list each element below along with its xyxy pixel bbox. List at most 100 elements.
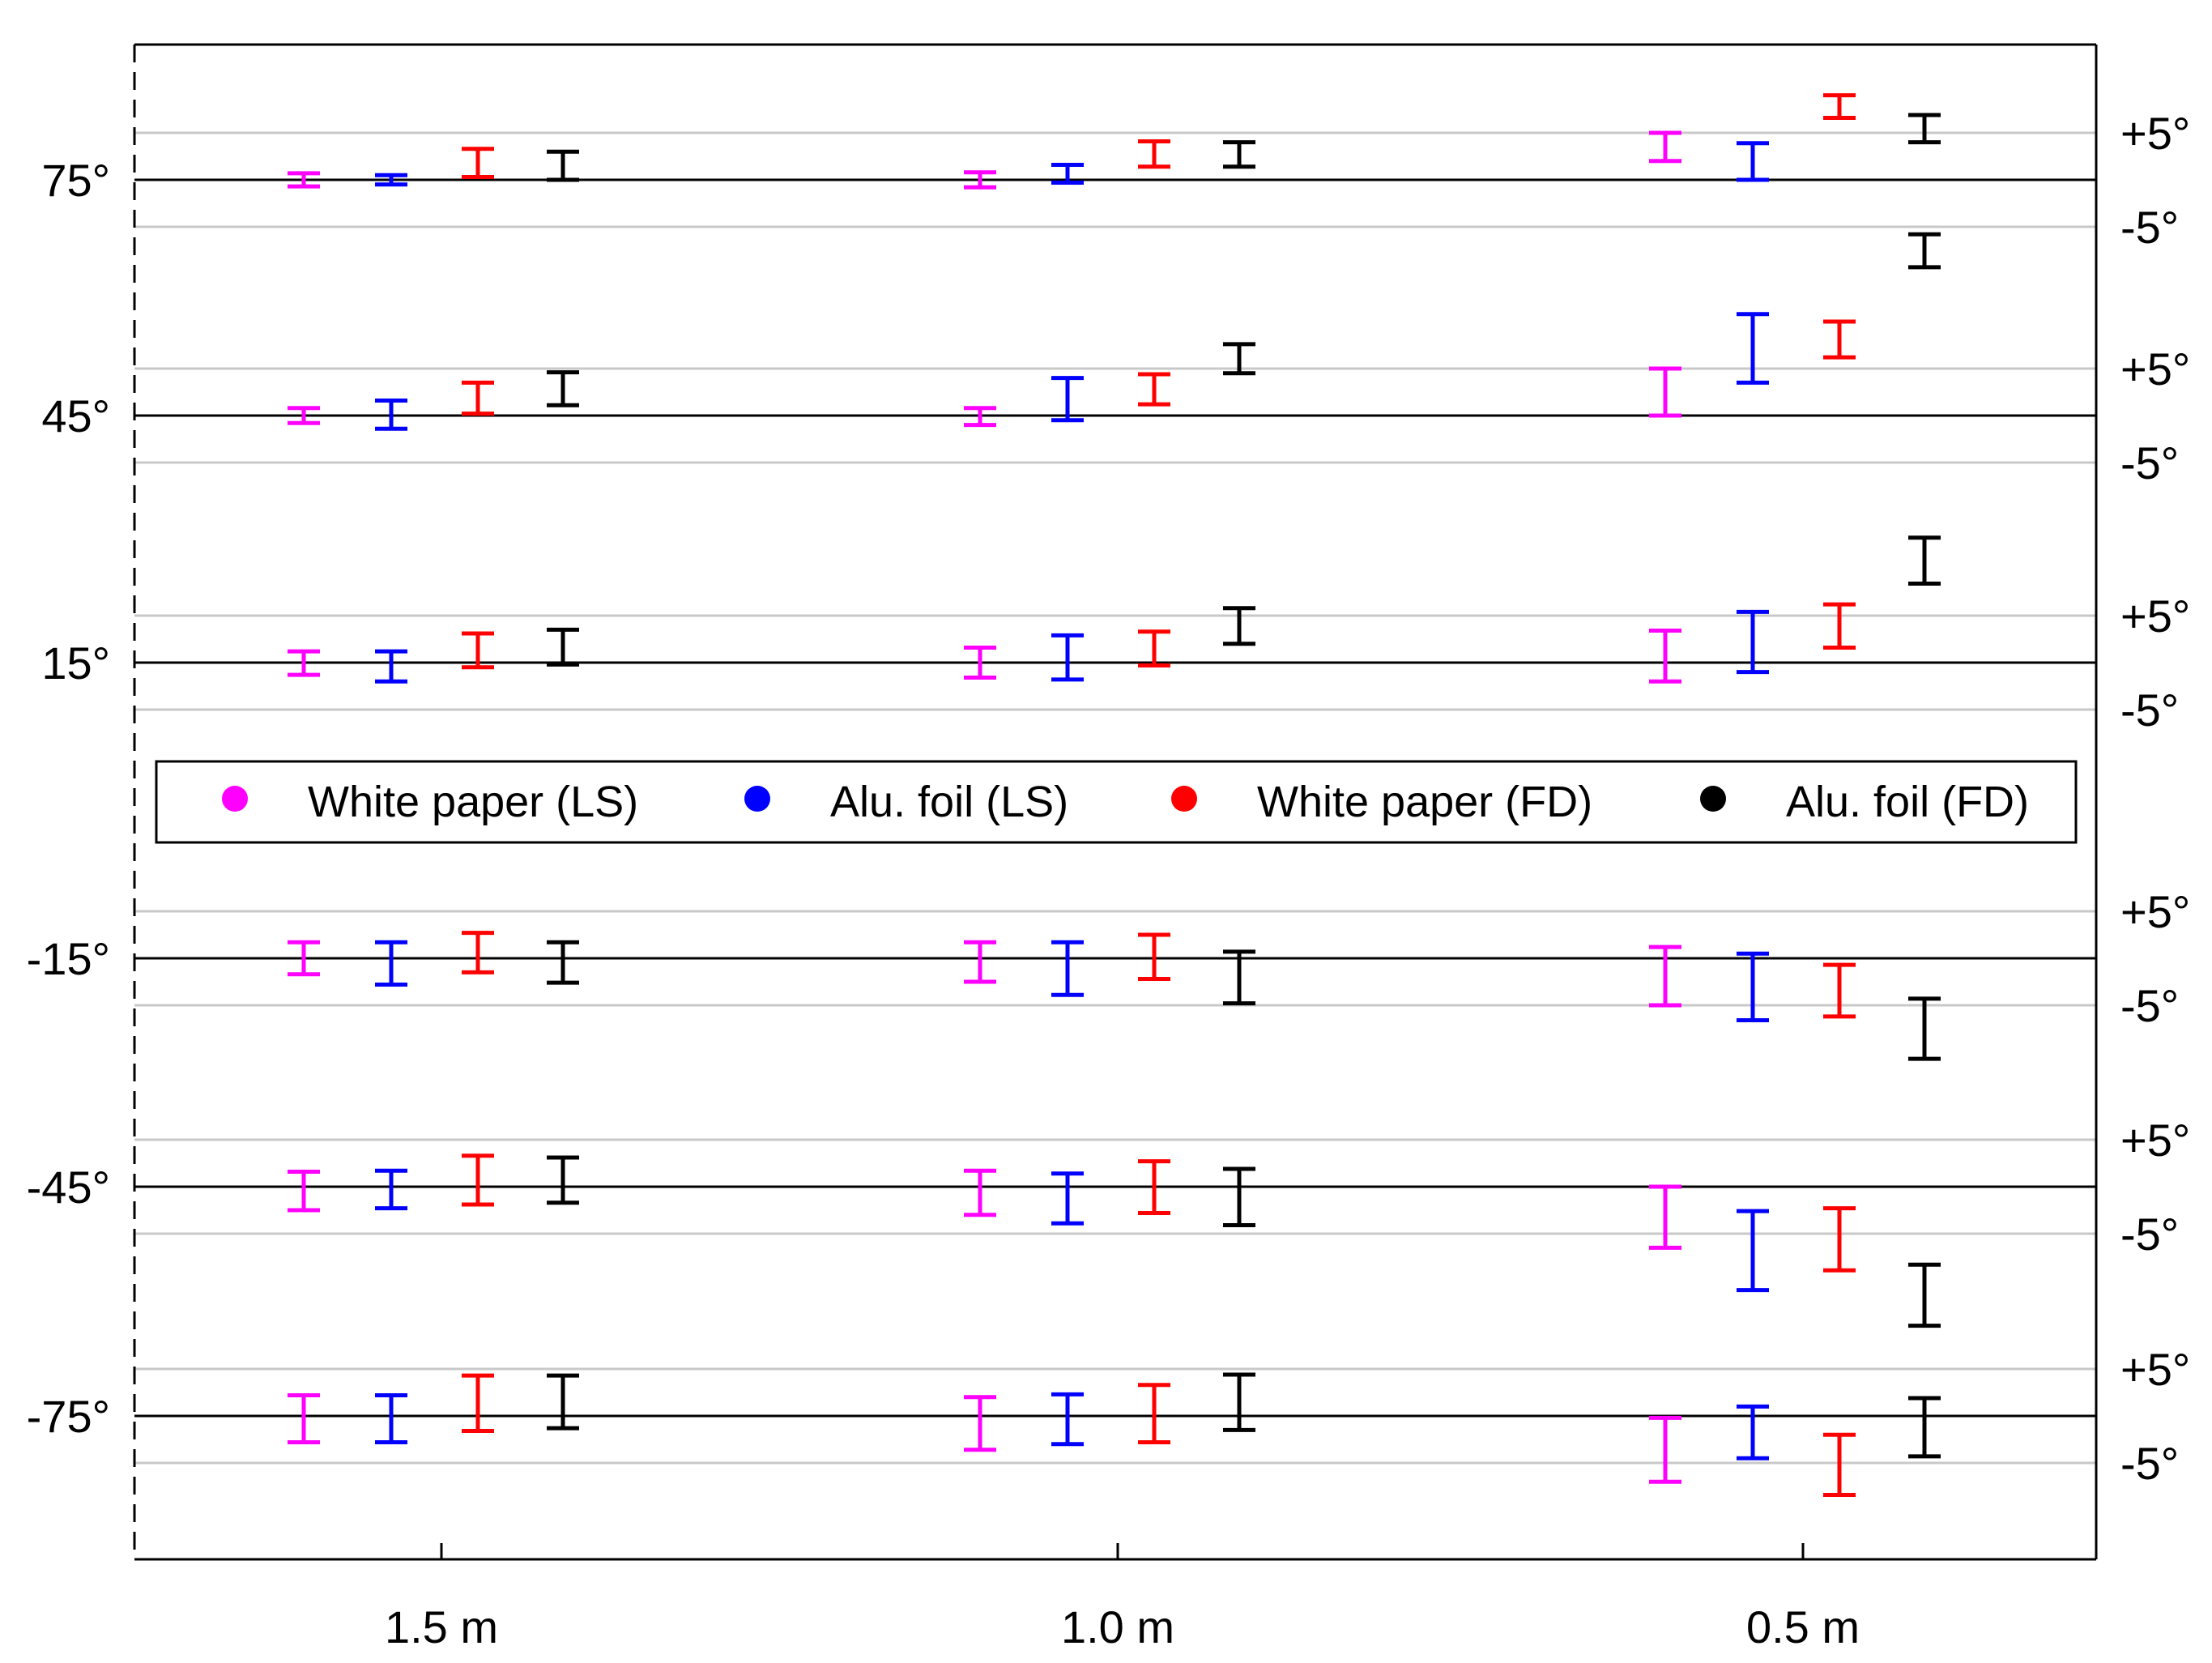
error-bar [1138,372,1170,407]
legend: White paper (LS) Alu. foil (LS) White pape… [155,760,2078,844]
tolerance-label-lower: -5° [2120,437,2179,488]
error-bar [1138,629,1170,667]
error-bar [1908,232,1941,270]
error-bar [1223,949,1255,1006]
legend-marker [1171,786,1197,812]
y-tick-label: 45° [41,390,110,441]
error-bar [547,1373,579,1431]
error-bar [1051,633,1084,682]
error-bar [375,173,407,187]
error-bar [1051,1392,1084,1447]
tick-labels: 75° +5° -5° 45° +5° -5° 15° +5° -5° -15° +5° -5° -45… [27,108,2191,1652]
error-bar [1649,1415,1681,1484]
error-bar [1908,535,1941,586]
legend-label: Alu. foil (FD) [1786,778,2029,826]
tolerance-label-lower: -5° [2120,980,2179,1031]
error-bar [288,406,320,425]
tolerance-label-upper: +5° [2120,886,2190,937]
error-bar [1823,962,1856,1019]
error-bar [1908,1396,1941,1459]
error-bar [964,406,996,428]
y-tick-label: 75° [41,155,110,206]
error-bar [1138,139,1170,169]
error-bar [462,1153,494,1207]
error-bar [1908,996,1941,1061]
error-bar [288,649,320,677]
error-bar [462,931,494,974]
tolerance-label-lower: -5° [2120,1438,2179,1489]
error-bar [375,1168,407,1211]
error-bar [964,170,996,190]
tolerance-label-lower: -5° [2120,684,2179,736]
error-bar [1823,319,1856,360]
tolerance-label-lower: -5° [2120,1209,2179,1260]
error-bar [375,940,407,987]
error-bar [462,631,494,670]
error-bar [1223,140,1255,169]
error-bars [288,93,1941,1497]
error-bar [964,1395,996,1452]
error-bar [1138,1159,1170,1215]
legend-marker [222,786,248,812]
reference-lines [134,131,2096,1465]
error-bar [1138,932,1170,982]
error-bar [1737,951,1769,1023]
error-bar [964,940,996,984]
error-bar [288,1392,320,1444]
error-bar [1051,940,1084,997]
y-tick-label: -15° [27,933,110,984]
x-tick-label: 1.0 m [1061,1601,1174,1652]
error-bar [1051,376,1084,423]
tolerance-label-upper: +5° [2120,591,2190,642]
error-bar [1737,609,1769,675]
error-bar [1737,312,1769,385]
x-tick-label: 1.5 m [385,1601,498,1652]
error-bar [964,1168,996,1217]
error-bar [1649,366,1681,418]
error-bar [1737,1404,1769,1460]
error-bar [547,370,579,407]
error-bar [1223,342,1255,376]
error-bar [375,649,407,684]
tolerance-label-upper: +5° [2120,1115,2190,1166]
error-bar [375,1392,407,1444]
error-bar [1649,1184,1681,1250]
error-bar [462,1373,494,1434]
error-bar [1649,944,1681,1008]
tolerance-label-lower: -5° [2120,202,2179,253]
error-bar [1737,141,1769,182]
x-tick-label: 0.5 m [1746,1601,1860,1652]
error-bar [288,1169,320,1213]
error-bar [1908,113,1941,145]
y-tick-label: -45° [27,1162,110,1213]
error-bar [547,1155,579,1205]
error-bar [1823,1432,1856,1497]
error-bar [964,645,996,680]
error-bar [462,147,494,180]
legend-box [155,760,2078,844]
error-bar [462,380,494,416]
y-tick-label: 15° [41,637,110,689]
error-bar [1649,130,1681,164]
legend-marker [1700,786,1726,812]
error-bar [547,627,579,667]
error-bar [1823,93,1856,120]
tolerance-label-upper: +5° [2120,108,2190,159]
error-bar [1223,1372,1255,1432]
error-bar [288,940,320,977]
tolerance-label-upper: +5° [2120,1344,2190,1395]
legend-label: Alu. foil (LS) [830,778,1068,826]
error-bar [1823,602,1856,650]
legend-marker [744,786,770,812]
error-bar [1223,1166,1255,1228]
error-bar [547,940,579,985]
error-bar [375,398,407,431]
error-bar [1051,1171,1084,1226]
legend-label: White paper (LS) [308,778,638,826]
error-bar [1138,1383,1170,1444]
y-tick-label: -75° [27,1391,110,1442]
error-bar [1737,1209,1769,1293]
error-bar [1051,162,1084,185]
error-bar [547,149,579,182]
